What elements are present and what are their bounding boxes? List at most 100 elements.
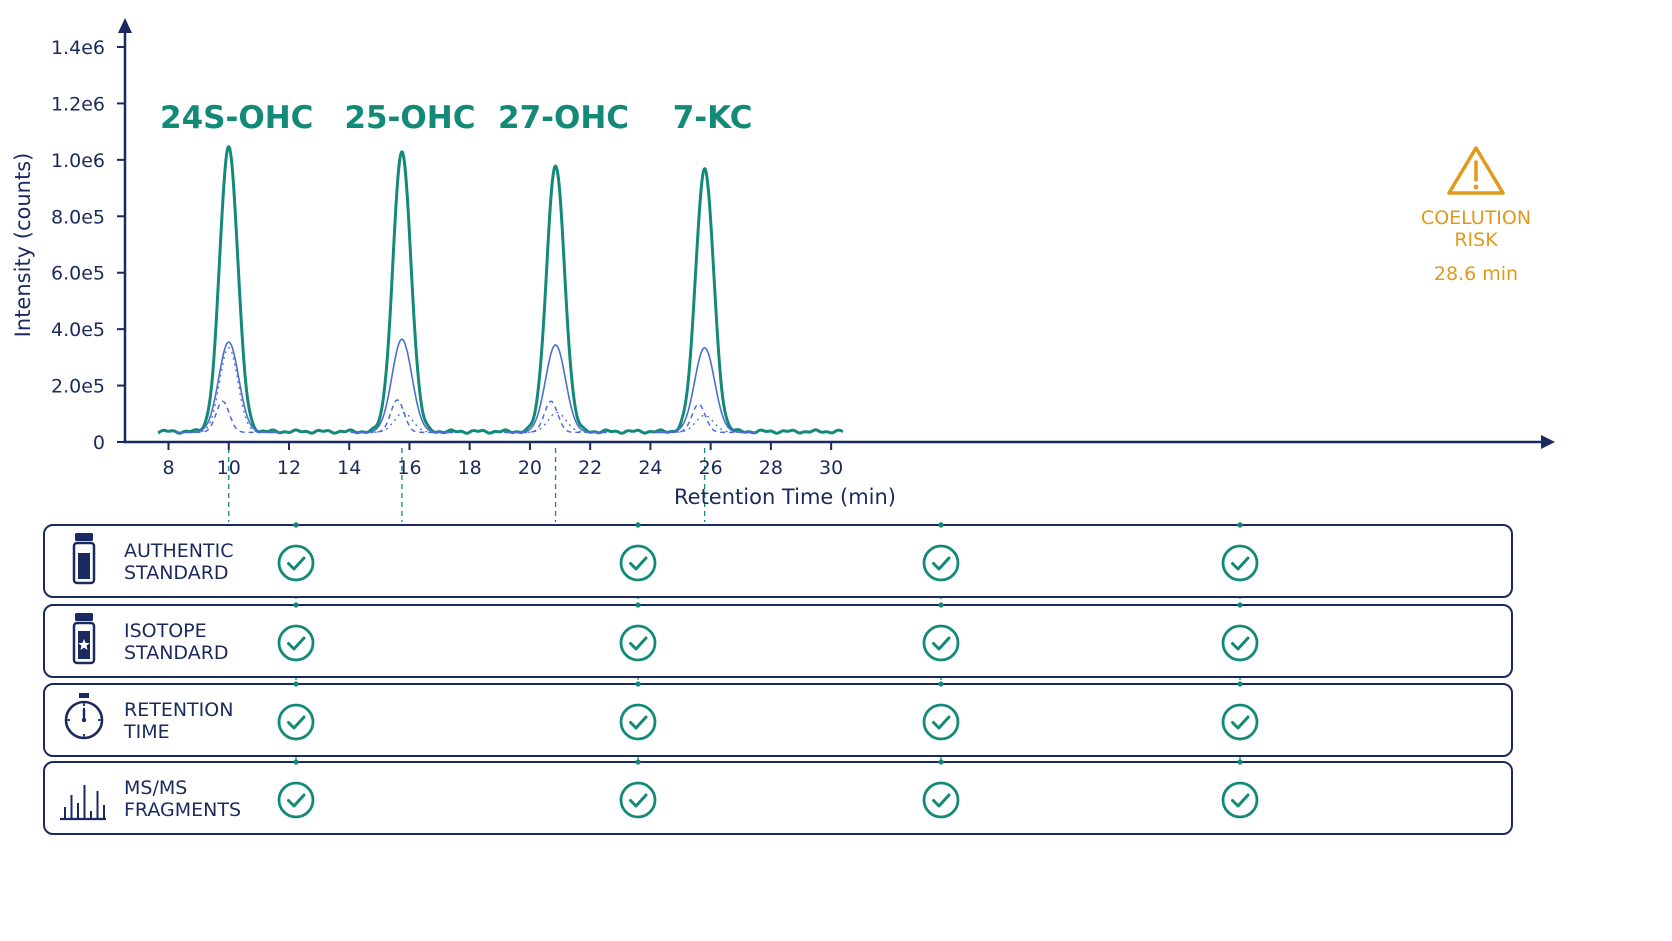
criteria-row-box (43, 524, 1513, 598)
series-qualifier-trace (177, 347, 280, 434)
connector-dot (1237, 602, 1243, 608)
connector-dot (293, 602, 299, 608)
warning-title-line2: RISK (1454, 229, 1498, 251)
criteria-label-line1: RETENTION (124, 699, 233, 721)
check-circle-icon (277, 781, 315, 819)
criteria-row-box (43, 683, 1513, 757)
connector-dot (635, 522, 641, 528)
x-tick-label: 18 (458, 457, 482, 479)
peak-label: 25-OHC (344, 100, 475, 136)
connector-dot (1237, 522, 1243, 528)
y-tick-label: 1.4e6 (51, 37, 105, 59)
x-tick-label: 12 (277, 457, 301, 479)
x-tick-label: 10 (217, 457, 241, 479)
criteria-row-box (43, 604, 1513, 678)
criteria-label-line2: TIME (123, 721, 170, 743)
check-circle-icon (922, 781, 960, 819)
chart-plot-area (157, 145, 844, 435)
connector-dot (1237, 759, 1243, 765)
check-circle-icon (1221, 703, 1259, 741)
x-tick-label: 22 (578, 457, 602, 479)
check-circle-icon (277, 624, 315, 662)
vial-icon (72, 533, 96, 585)
series-qualifier-trace (504, 411, 607, 434)
peak-label: 7-KC (673, 100, 753, 136)
connector-dot (938, 759, 944, 765)
series-isotope-trace (653, 346, 756, 434)
check-circle-icon (922, 703, 960, 741)
peak-label: 27-OHC (498, 100, 629, 136)
check-circle-icon (619, 624, 657, 662)
vial-star-icon (72, 613, 96, 665)
criteria-row-box (43, 761, 1513, 835)
connector-dot (293, 759, 299, 765)
check-circle-icon (922, 544, 960, 582)
x-tick-label: 16 (397, 457, 421, 479)
connector-dot (293, 681, 299, 687)
x-axis-title: Retention Time (min) (674, 485, 896, 509)
connector-dot (635, 602, 641, 608)
x-tick-label: 26 (699, 457, 723, 479)
peak-labels: 24S-OHC 25-OHC 27-OHC 7-KC (160, 100, 753, 136)
check-grid (277, 522, 1259, 819)
y-axis-title: Intensity (counts) (11, 153, 35, 338)
criteria-label-line1: AUTHENTIC (124, 540, 234, 562)
series-total-ion-trace (157, 145, 844, 435)
check-circle-icon (1221, 781, 1259, 819)
series-isotope-trace (504, 344, 607, 434)
criteria-label-line2: FRAGMENTS (124, 799, 241, 821)
connector-dot (938, 602, 944, 608)
criteria-label-line1: MS/MS (124, 777, 187, 799)
connector-dot (938, 681, 944, 687)
criteria-panel: AUTHENTICSTANDARDISOTOPESTANDARDRETENTIO… (43, 524, 1513, 835)
series-isotope-trace (350, 338, 454, 434)
x-axis-arrow-icon (1541, 435, 1555, 449)
criteria-label-line2: STANDARD (124, 642, 229, 664)
chart-axes: 0 2.0e5 4.0e5 6.0e5 8.0e5 1.0e6 1.2e6 1.4e6 8 10 1… (11, 18, 1555, 509)
y-tick-label: 2.0e5 (51, 376, 105, 398)
x-tick-label: 8 (162, 457, 174, 479)
check-circle-icon (277, 544, 315, 582)
connector-dot (635, 759, 641, 765)
series-qualifier-trace (350, 411, 454, 434)
check-circle-icon (277, 703, 315, 741)
warning-time: 28.6 min (1434, 263, 1518, 285)
series-isotope-trace (177, 341, 280, 434)
check-circle-icon (1221, 544, 1259, 582)
connector-dot (635, 681, 641, 687)
check-circle-icon (619, 703, 657, 741)
warning-title-line1: COELUTION (1421, 207, 1531, 229)
y-tick-label: 6.0e5 (51, 263, 105, 285)
series-fragment-trace (504, 400, 607, 434)
y-axis-arrow-icon (118, 18, 132, 33)
series-fragment-trace (350, 399, 454, 434)
connector-dot (293, 522, 299, 528)
connector-dot (938, 522, 944, 528)
criteria-label-line1: ISOTOPE (124, 620, 207, 642)
x-tick-label: 28 (759, 457, 783, 479)
y-tick-label: 0 (93, 432, 105, 454)
y-tick-label: 8.0e5 (51, 206, 105, 228)
check-circle-icon (922, 624, 960, 662)
peak-label: 24S-OHC (160, 100, 313, 136)
x-tick-label: 24 (638, 457, 662, 479)
check-circle-icon (619, 544, 657, 582)
y-tick-label: 1.2e6 (51, 93, 105, 115)
check-circle-icon (619, 781, 657, 819)
series-fragment-trace (177, 400, 280, 434)
connector-dot (1237, 681, 1243, 687)
spectrum-bars-icon (60, 785, 106, 821)
check-circle-icon (1221, 624, 1259, 662)
x-tick-label: 20 (518, 457, 542, 479)
stopwatch-icon (64, 693, 104, 740)
y-tick-label: 4.0e5 (51, 319, 105, 341)
y-tick-label: 1.0e6 (51, 150, 105, 172)
x-tick-label: 30 (819, 457, 843, 479)
series-qualifier-trace (653, 414, 756, 434)
